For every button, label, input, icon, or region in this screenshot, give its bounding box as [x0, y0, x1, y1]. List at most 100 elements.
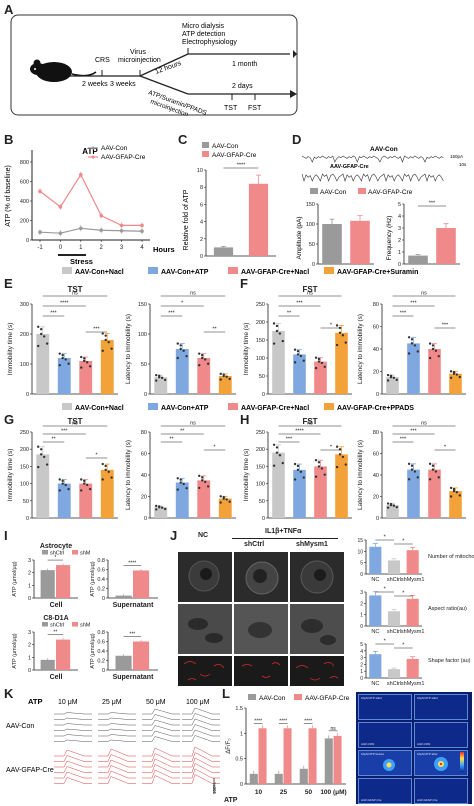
chart-j2-xtick-0: NC [371, 629, 379, 635]
chart-h2-dot-1-4 [407, 462, 411, 466]
chart-h2-dot-0-4 [386, 502, 390, 505]
chart-g2-dot-3-4 [219, 495, 222, 498]
j1-ylabel: Number of mitochondria [428, 554, 474, 560]
panel-label-i: I [4, 528, 8, 543]
chart-g1-dot-2-4 [80, 478, 83, 481]
chart-g1-dot-2-0 [80, 489, 83, 492]
chart-g2-ytick-label-2: 40 [141, 473, 147, 479]
chart-f2-ytick-label-4: 80 [373, 302, 379, 308]
chart-h1-ytick-label-4: 200 [256, 447, 265, 453]
chart-g2-dot-1-4 [176, 477, 179, 480]
chart-e2-sig-1: * [181, 301, 184, 307]
chart-e2-dot-1-2 [182, 349, 185, 352]
k-trace-1-4-1 [98, 770, 136, 779]
chart-e2-dot-0-0 [155, 379, 158, 382]
chart-f1-dot-1-4 [293, 348, 297, 351]
chart-e2-sig-3: ** [212, 327, 217, 333]
timeline-atp-detection: ATP detection [182, 31, 225, 38]
b-xtick-label-5: 4 [140, 245, 144, 251]
chart-g1-dot-0-5 [40, 453, 43, 456]
chart-e1-title: TST [67, 285, 82, 294]
chart-d2-ytick-label-2: 2 [398, 238, 401, 244]
j-label-shctrl: shCtrl [244, 541, 265, 548]
panel-label-k: K [4, 686, 14, 701]
chart-c-ytick-label-0: 0 [200, 254, 203, 260]
chart-f2-dot-1-5 [410, 342, 414, 345]
chart-j3-xtick-1: shCtrl [387, 681, 401, 687]
chart-e1-dot-3-1 [104, 334, 107, 337]
chart-f2-ytick-label-2: 40 [373, 347, 379, 353]
chart-l-sig-0: **** [254, 718, 262, 724]
chart-i1-ytick-label-1: 1 [28, 583, 31, 589]
chart-f2-dot-3-3 [458, 375, 461, 379]
chart-g1-dot-0-0 [37, 465, 40, 469]
chart-g2-dot-0-0 [155, 508, 158, 511]
chart-g2-dot-1-5 [179, 481, 182, 484]
chart-e1-dot-2-4 [80, 355, 83, 359]
k-label-con: AAV-Con [6, 723, 34, 730]
chart-i-c8-cell: 0 1 2 3 ATP (μmol/μg) C8-D1A Cell **shCtrl shMys… [12, 615, 90, 681]
chart-j3-sig-0: * [384, 639, 387, 645]
chart-f2-sig-3: *** [442, 323, 449, 329]
chart-g2-dot-2-2 [203, 480, 207, 484]
b-ytick-label-2: 400 [20, 199, 29, 205]
chart-f1-dot-0-2 [278, 332, 282, 335]
chart-f1-dot-0-3 [281, 339, 284, 343]
chart-h1-dot-3-2 [341, 455, 345, 459]
timeline-crs: CRS [95, 57, 110, 64]
chart-i3-legend-label-0: shCtrl [50, 623, 64, 629]
chart-e1-dot-0-2 [42, 335, 46, 338]
k-atp-label: ATP [28, 697, 42, 706]
timeline-1month: 1 month [232, 61, 257, 68]
chart-i1-ytick-label-3: 3 [28, 558, 31, 564]
k-trace-0-3-3 [182, 724, 220, 731]
chart-l-sig-2: **** [304, 718, 312, 724]
k-trace-1-4-3 [182, 768, 220, 779]
em-image-nc-2 [178, 604, 232, 654]
chart-f1-dot-0-1 [275, 324, 279, 328]
chart-d1-ytick-label-2: 100 [306, 222, 315, 228]
k-trace-1-1-3 [182, 752, 220, 762]
chart-g1-sig-3: * [95, 453, 98, 459]
heatmap-colorbar [460, 752, 464, 772]
chart-h2-bar-2 [428, 469, 441, 518]
chart-e2-dot-2-3 [206, 362, 210, 365]
chart-e1-bar-2 [79, 361, 93, 394]
chart-e1-bar-3 [100, 340, 114, 394]
chart-g1-dot-3-5 [104, 468, 107, 472]
chart-i2-ytick-label-4: 0.8 [97, 558, 105, 564]
chart-g2-sig-1: ** [180, 429, 185, 435]
chart-j3-xtick-2: shMysm1 [401, 681, 425, 687]
panel-label-d: D [292, 132, 302, 147]
chart-e1-dot-0-0 [37, 344, 40, 348]
chart-d-frequency: Frequency (Hz) 0 1 2 3 4 5 *** [386, 201, 460, 268]
k-trace-0-5-0 [54, 739, 92, 742]
chart-f2-sig-2: *** [400, 311, 407, 317]
chart-g2-ytick-label-4: 80 [141, 430, 147, 436]
k-trace-0-4-1 [98, 734, 136, 737]
chart-h2-bar-0 [386, 505, 399, 518]
chart-f1-dot-2-3 [323, 365, 326, 368]
k-trace-1-2-0 [54, 760, 92, 768]
chart-f2-dot-2-3 [437, 355, 440, 358]
heatmap-cell-5: 10μM ATP before [358, 750, 412, 776]
heatmap-label-8: AAV-GFAP-Cre [417, 798, 438, 802]
chart-e2-dot-2-4 [198, 352, 201, 355]
chart-e1-dot-0-4 [37, 325, 40, 328]
chart-i4-bar-0-0 [115, 655, 132, 670]
timeline-tst: TST [224, 105, 238, 112]
chart-e1-dot-3-5 [104, 338, 107, 342]
chart-l-bar-0-1 [258, 728, 267, 784]
j-label-nc: NC [198, 532, 209, 539]
chart-h1-sig-2: *** [286, 437, 293, 443]
chart-e1-sig-3: *** [93, 327, 100, 333]
chart-h2-dot-0-3 [395, 505, 398, 509]
chart-g1-dot-3-0 [101, 478, 104, 481]
heatmap-label-4: AAV-CON [417, 742, 431, 746]
panel-label-j: J [170, 528, 178, 543]
chart-g2-bar-3 [218, 498, 232, 518]
chart-g1-dot-3-1 [104, 464, 107, 468]
